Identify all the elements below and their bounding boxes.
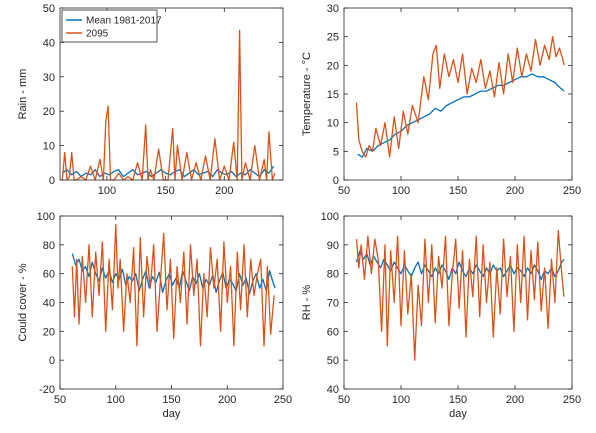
y-tick-label: 70 [327, 298, 339, 310]
y-tick-label: 0 [49, 175, 55, 187]
series-line-future [61, 29, 276, 181]
y-tick-label: 60 [327, 326, 339, 338]
x-tick-label: 200 [506, 394, 524, 406]
y-tick-label: 10 [43, 141, 55, 153]
plot-frame [59, 7, 284, 181]
y-tick-label: 25 [327, 32, 339, 44]
y-axis-title: RH - % [301, 285, 313, 321]
legend: Mean 1981-2017 2095 [61, 9, 162, 43]
y-tick-label: 5 [333, 146, 339, 158]
y-tick-label: 50 [43, 3, 55, 15]
legend-label: 2095 [86, 29, 109, 40]
x-tick-label: 50 [338, 185, 350, 197]
y-tick-label: 20 [327, 60, 339, 72]
x-tick-label: 100 [392, 394, 410, 406]
y-tick-label: 60 [43, 269, 55, 281]
x-axis-title: day [163, 408, 181, 420]
x-tick-label: 100 [107, 394, 125, 406]
panel-3: 50 100 150 200 250 -20 0 20 40 60 80 100 Could cover… [17, 211, 292, 420]
legend-box [61, 9, 158, 43]
series-line-future [355, 36, 565, 158]
series-line-future [71, 224, 275, 347]
y-tick-label: 10 [327, 118, 339, 130]
y-axis-title: Temperature - °C [301, 52, 313, 136]
y-tick-label: 40 [327, 384, 339, 396]
y-tick-label: 40 [43, 37, 55, 49]
plot-frame [343, 7, 573, 181]
y-tick-label: 80 [327, 269, 339, 281]
y-tick-label: 15 [327, 89, 339, 101]
x-tick-label: 200 [506, 185, 524, 197]
panel-2: 50 100 150 200 250 0 5 10 15 20 25 30 Temperature - … [301, 3, 581, 197]
x-axis-title: day [449, 408, 467, 420]
x-tick-label: 250 [563, 394, 581, 406]
y-tick-label: -20 [39, 384, 55, 396]
x-tick-label: 150 [156, 185, 174, 197]
x-tick-label: 100 [392, 185, 410, 197]
y-tick-label: 100 [321, 211, 339, 223]
y-tick-label: 0 [49, 355, 55, 367]
x-tick-label: 150 [449, 185, 467, 197]
x-tick-label: 250 [274, 394, 292, 406]
panel-1: 100 150 200 0 10 20 30 40 50 Rain - mm Mean 1981-2… [17, 3, 284, 197]
x-tick-label: 50 [54, 394, 66, 406]
y-tick-label: 90 [327, 240, 339, 252]
series-line-mean [357, 73, 565, 158]
y-axis-title: Rain - mm [17, 69, 29, 120]
y-axis-title: Could cover - % [17, 263, 29, 341]
x-tick-label: 250 [563, 185, 581, 197]
y-tick-label: 0 [333, 175, 339, 187]
y-tick-label: 50 [327, 355, 339, 367]
y-tick-label: 40 [43, 298, 55, 310]
y-tick-label: 20 [43, 106, 55, 118]
series-line-future [355, 229, 565, 361]
y-tick-label: 100 [37, 211, 55, 223]
y-tick-label: 30 [43, 72, 55, 84]
legend-label: Mean 1981-2017 [86, 16, 162, 27]
x-tick-label: 50 [338, 394, 350, 406]
x-tick-label: 200 [218, 394, 236, 406]
x-tick-label: 200 [215, 185, 233, 197]
y-tick-label: 30 [327, 3, 339, 15]
y-tick-label: 20 [43, 326, 55, 338]
x-tick-label: 150 [449, 394, 467, 406]
y-tick-label: 80 [43, 240, 55, 252]
x-tick-label: 100 [98, 185, 116, 197]
x-tick-label: 150 [162, 394, 180, 406]
